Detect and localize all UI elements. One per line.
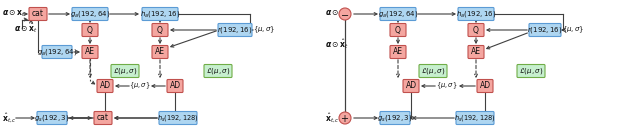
Text: $g_a(192,64)$: $g_a(192,64)$ xyxy=(37,47,77,57)
FancyBboxPatch shape xyxy=(152,24,168,36)
Text: cat: cat xyxy=(97,114,109,123)
FancyBboxPatch shape xyxy=(380,7,416,21)
FancyBboxPatch shape xyxy=(159,112,197,124)
Text: $r(192,16)$: $r(192,16)$ xyxy=(217,25,253,35)
FancyBboxPatch shape xyxy=(529,24,561,36)
FancyBboxPatch shape xyxy=(517,64,545,78)
FancyBboxPatch shape xyxy=(419,64,447,78)
Text: $h_a(192,16)$: $h_a(192,16)$ xyxy=(456,9,496,19)
FancyBboxPatch shape xyxy=(403,80,419,92)
FancyBboxPatch shape xyxy=(468,24,484,36)
Text: AD: AD xyxy=(99,81,111,90)
FancyBboxPatch shape xyxy=(390,46,406,58)
Text: AE: AE xyxy=(155,47,165,56)
FancyBboxPatch shape xyxy=(97,80,113,92)
Text: AE: AE xyxy=(85,47,95,56)
FancyBboxPatch shape xyxy=(42,46,72,58)
Text: Q: Q xyxy=(157,26,163,35)
FancyBboxPatch shape xyxy=(204,64,232,78)
FancyBboxPatch shape xyxy=(29,7,47,21)
Text: Q: Q xyxy=(87,26,93,35)
FancyBboxPatch shape xyxy=(468,46,484,58)
Text: $\boldsymbol{\alpha} \odot \hat{\mathbf{x}}_t$: $\boldsymbol{\alpha} \odot \hat{\mathbf{… xyxy=(325,37,349,51)
Text: AD: AD xyxy=(405,81,417,90)
FancyBboxPatch shape xyxy=(82,24,98,36)
Circle shape xyxy=(339,8,351,20)
Text: AE: AE xyxy=(393,47,403,56)
Text: $\hat{\mathbf{x}}_{t,c}$: $\hat{\mathbf{x}}_{t,c}$ xyxy=(325,111,340,125)
Text: $\{\mu,\sigma\}$: $\{\mu,\sigma\}$ xyxy=(436,81,458,91)
Text: $-$: $-$ xyxy=(340,9,349,19)
Text: $\boldsymbol{\alpha} \odot \hat{\mathbf{x}}_t$: $\boldsymbol{\alpha} \odot \hat{\mathbf{… xyxy=(14,21,38,35)
Text: $\boldsymbol{\alpha} \odot \mathbf{x}_t$: $\boldsymbol{\alpha} \odot \mathbf{x}_t$ xyxy=(325,9,349,19)
FancyBboxPatch shape xyxy=(380,112,410,124)
Text: $g_a(192,64)$: $g_a(192,64)$ xyxy=(70,9,110,19)
Text: $\{\mu,\sigma\}$: $\{\mu,\sigma\}$ xyxy=(129,81,150,91)
FancyBboxPatch shape xyxy=(477,80,493,92)
Text: $r(192,16)$: $r(192,16)$ xyxy=(527,25,563,35)
Text: $h_a(192,16)$: $h_a(192,16)$ xyxy=(140,9,180,19)
Text: AD: AD xyxy=(479,81,491,90)
Text: Q: Q xyxy=(395,26,401,35)
Text: $g_a(192,64)$: $g_a(192,64)$ xyxy=(378,9,418,19)
Text: $+$: $+$ xyxy=(340,112,349,123)
Text: AD: AD xyxy=(170,81,180,90)
FancyBboxPatch shape xyxy=(111,64,139,78)
Text: $\mathcal{L}(\mu,\sigma)$: $\mathcal{L}(\mu,\sigma)$ xyxy=(206,66,230,76)
FancyBboxPatch shape xyxy=(456,112,494,124)
Text: $\{\mu,\sigma\}$: $\{\mu,\sigma\}$ xyxy=(562,25,584,35)
Text: $g_s(192,3)$: $g_s(192,3)$ xyxy=(35,113,70,123)
Text: AE: AE xyxy=(471,47,481,56)
Circle shape xyxy=(339,112,351,124)
FancyBboxPatch shape xyxy=(390,24,406,36)
Text: $\mathcal{L}(\mu,\sigma)$: $\mathcal{L}(\mu,\sigma)$ xyxy=(113,66,137,76)
Text: $\{\mu,\sigma\}$: $\{\mu,\sigma\}$ xyxy=(253,25,276,35)
FancyBboxPatch shape xyxy=(142,7,178,21)
Text: $h_s(192,128)$: $h_s(192,128)$ xyxy=(454,113,496,123)
FancyBboxPatch shape xyxy=(167,80,183,92)
FancyBboxPatch shape xyxy=(72,7,108,21)
FancyBboxPatch shape xyxy=(152,46,168,58)
FancyBboxPatch shape xyxy=(82,46,98,58)
Text: $\boldsymbol{\alpha} \odot \mathbf{x}_t$: $\boldsymbol{\alpha} \odot \mathbf{x}_t$ xyxy=(2,9,26,19)
Text: $\hat{\mathbf{x}}_{t,c}$: $\hat{\mathbf{x}}_{t,c}$ xyxy=(2,111,17,125)
Text: Q: Q xyxy=(473,26,479,35)
Text: $g_s(192,3)$: $g_s(192,3)$ xyxy=(378,113,413,123)
Text: $\mathcal{L}(\mu,\sigma)$: $\mathcal{L}(\mu,\sigma)$ xyxy=(421,66,445,76)
FancyBboxPatch shape xyxy=(458,7,494,21)
FancyBboxPatch shape xyxy=(218,24,252,36)
FancyBboxPatch shape xyxy=(94,112,112,124)
Text: $h_s(192,128)$: $h_s(192,128)$ xyxy=(157,113,199,123)
FancyBboxPatch shape xyxy=(37,112,67,124)
Text: cat: cat xyxy=(32,10,44,18)
Text: $\mathcal{L}(\mu,\sigma)$: $\mathcal{L}(\mu,\sigma)$ xyxy=(519,66,543,76)
